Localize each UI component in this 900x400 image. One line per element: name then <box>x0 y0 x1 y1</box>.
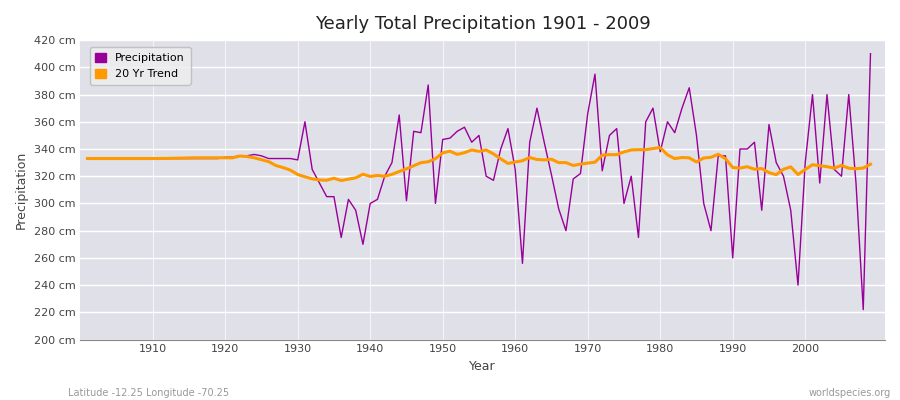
X-axis label: Year: Year <box>469 360 496 373</box>
Title: Yearly Total Precipitation 1901 - 2009: Yearly Total Precipitation 1901 - 2009 <box>315 15 651 33</box>
Text: Latitude -12.25 Longitude -70.25: Latitude -12.25 Longitude -70.25 <box>68 388 229 398</box>
Text: worldspecies.org: worldspecies.org <box>809 388 891 398</box>
Legend: Precipitation, 20 Yr Trend: Precipitation, 20 Yr Trend <box>90 47 191 85</box>
Y-axis label: Precipitation: Precipitation <box>15 151 28 229</box>
